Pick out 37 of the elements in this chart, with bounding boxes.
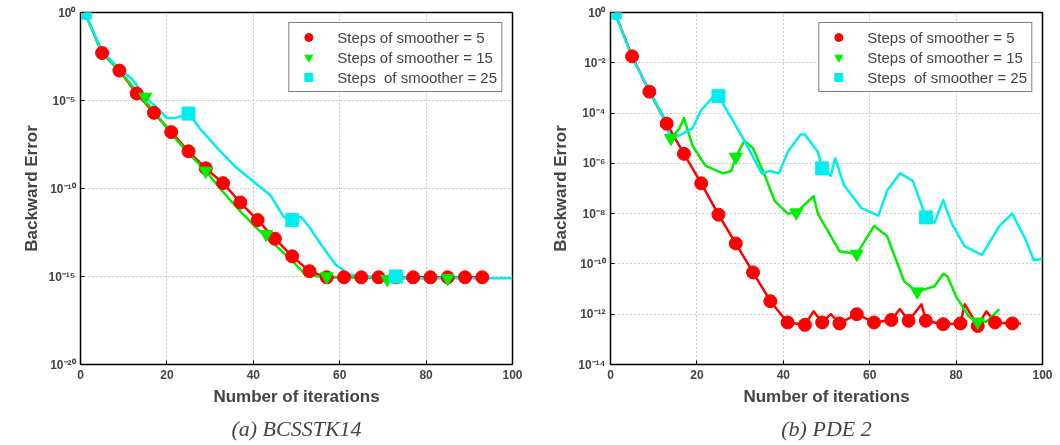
x-tick-label: 0 xyxy=(77,367,85,382)
legend-label: Steps of smoother = 15 xyxy=(337,48,493,66)
y-tick-label: 10⁻¹⁵ xyxy=(48,269,76,284)
y-tick-label: 10⁻¹⁰ xyxy=(580,256,607,271)
x-tick-label: 0 xyxy=(607,367,615,382)
legend-label: Steps of smoother = 25 xyxy=(867,68,1027,86)
y-tick-label: 10⁰ xyxy=(588,5,607,20)
x-tick-label: 100 xyxy=(502,367,523,382)
x-tick-label: 100 xyxy=(1032,367,1053,382)
text: (b) PDE 2 xyxy=(781,415,872,441)
x-tick-label: 20 xyxy=(690,367,704,382)
legend-label: Steps of smoother = 5 xyxy=(867,28,1015,46)
y-tick-label: 10⁻¹² xyxy=(580,307,606,322)
y-tick-label: 10⁻²⁰ xyxy=(50,357,77,372)
y-tick-label: 10⁻⁶ xyxy=(582,156,606,171)
x-axis-title: Number of iterations xyxy=(743,386,910,406)
y-axis-title: Backward Error xyxy=(551,124,571,252)
x-axis-title: Number of iterations xyxy=(213,386,380,406)
x-tick-label: 40 xyxy=(776,367,791,382)
x-tick-label: 20 xyxy=(160,367,174,382)
y-tick-label: 10⁻¹⁴ xyxy=(578,357,606,372)
y-tick-label: 10⁻⁸ xyxy=(582,206,606,221)
y-tick-label: 10⁻¹⁰ xyxy=(50,181,77,196)
y-axis-title: Backward Error xyxy=(21,124,41,252)
legend-label: Steps of smoother = 25 xyxy=(337,68,497,86)
y-tick-label: 10⁻⁵ xyxy=(52,93,76,108)
x-tick-label: 40 xyxy=(246,367,261,382)
legend-label: Steps of smoother = 15 xyxy=(867,48,1023,66)
legend-label: Steps of smoother = 5 xyxy=(337,28,485,46)
x-tick-label: 60 xyxy=(333,367,347,382)
y-tick-label: 10⁰ xyxy=(58,5,77,20)
y-tick-label: 10⁻² xyxy=(584,55,606,70)
x-tick-label: 80 xyxy=(419,367,434,382)
text: (a) BCSSTK14 xyxy=(231,415,362,441)
x-tick-label: 60 xyxy=(863,367,877,382)
x-tick-label: 80 xyxy=(949,367,964,382)
y-tick-label: 10⁻⁴ xyxy=(582,106,606,121)
